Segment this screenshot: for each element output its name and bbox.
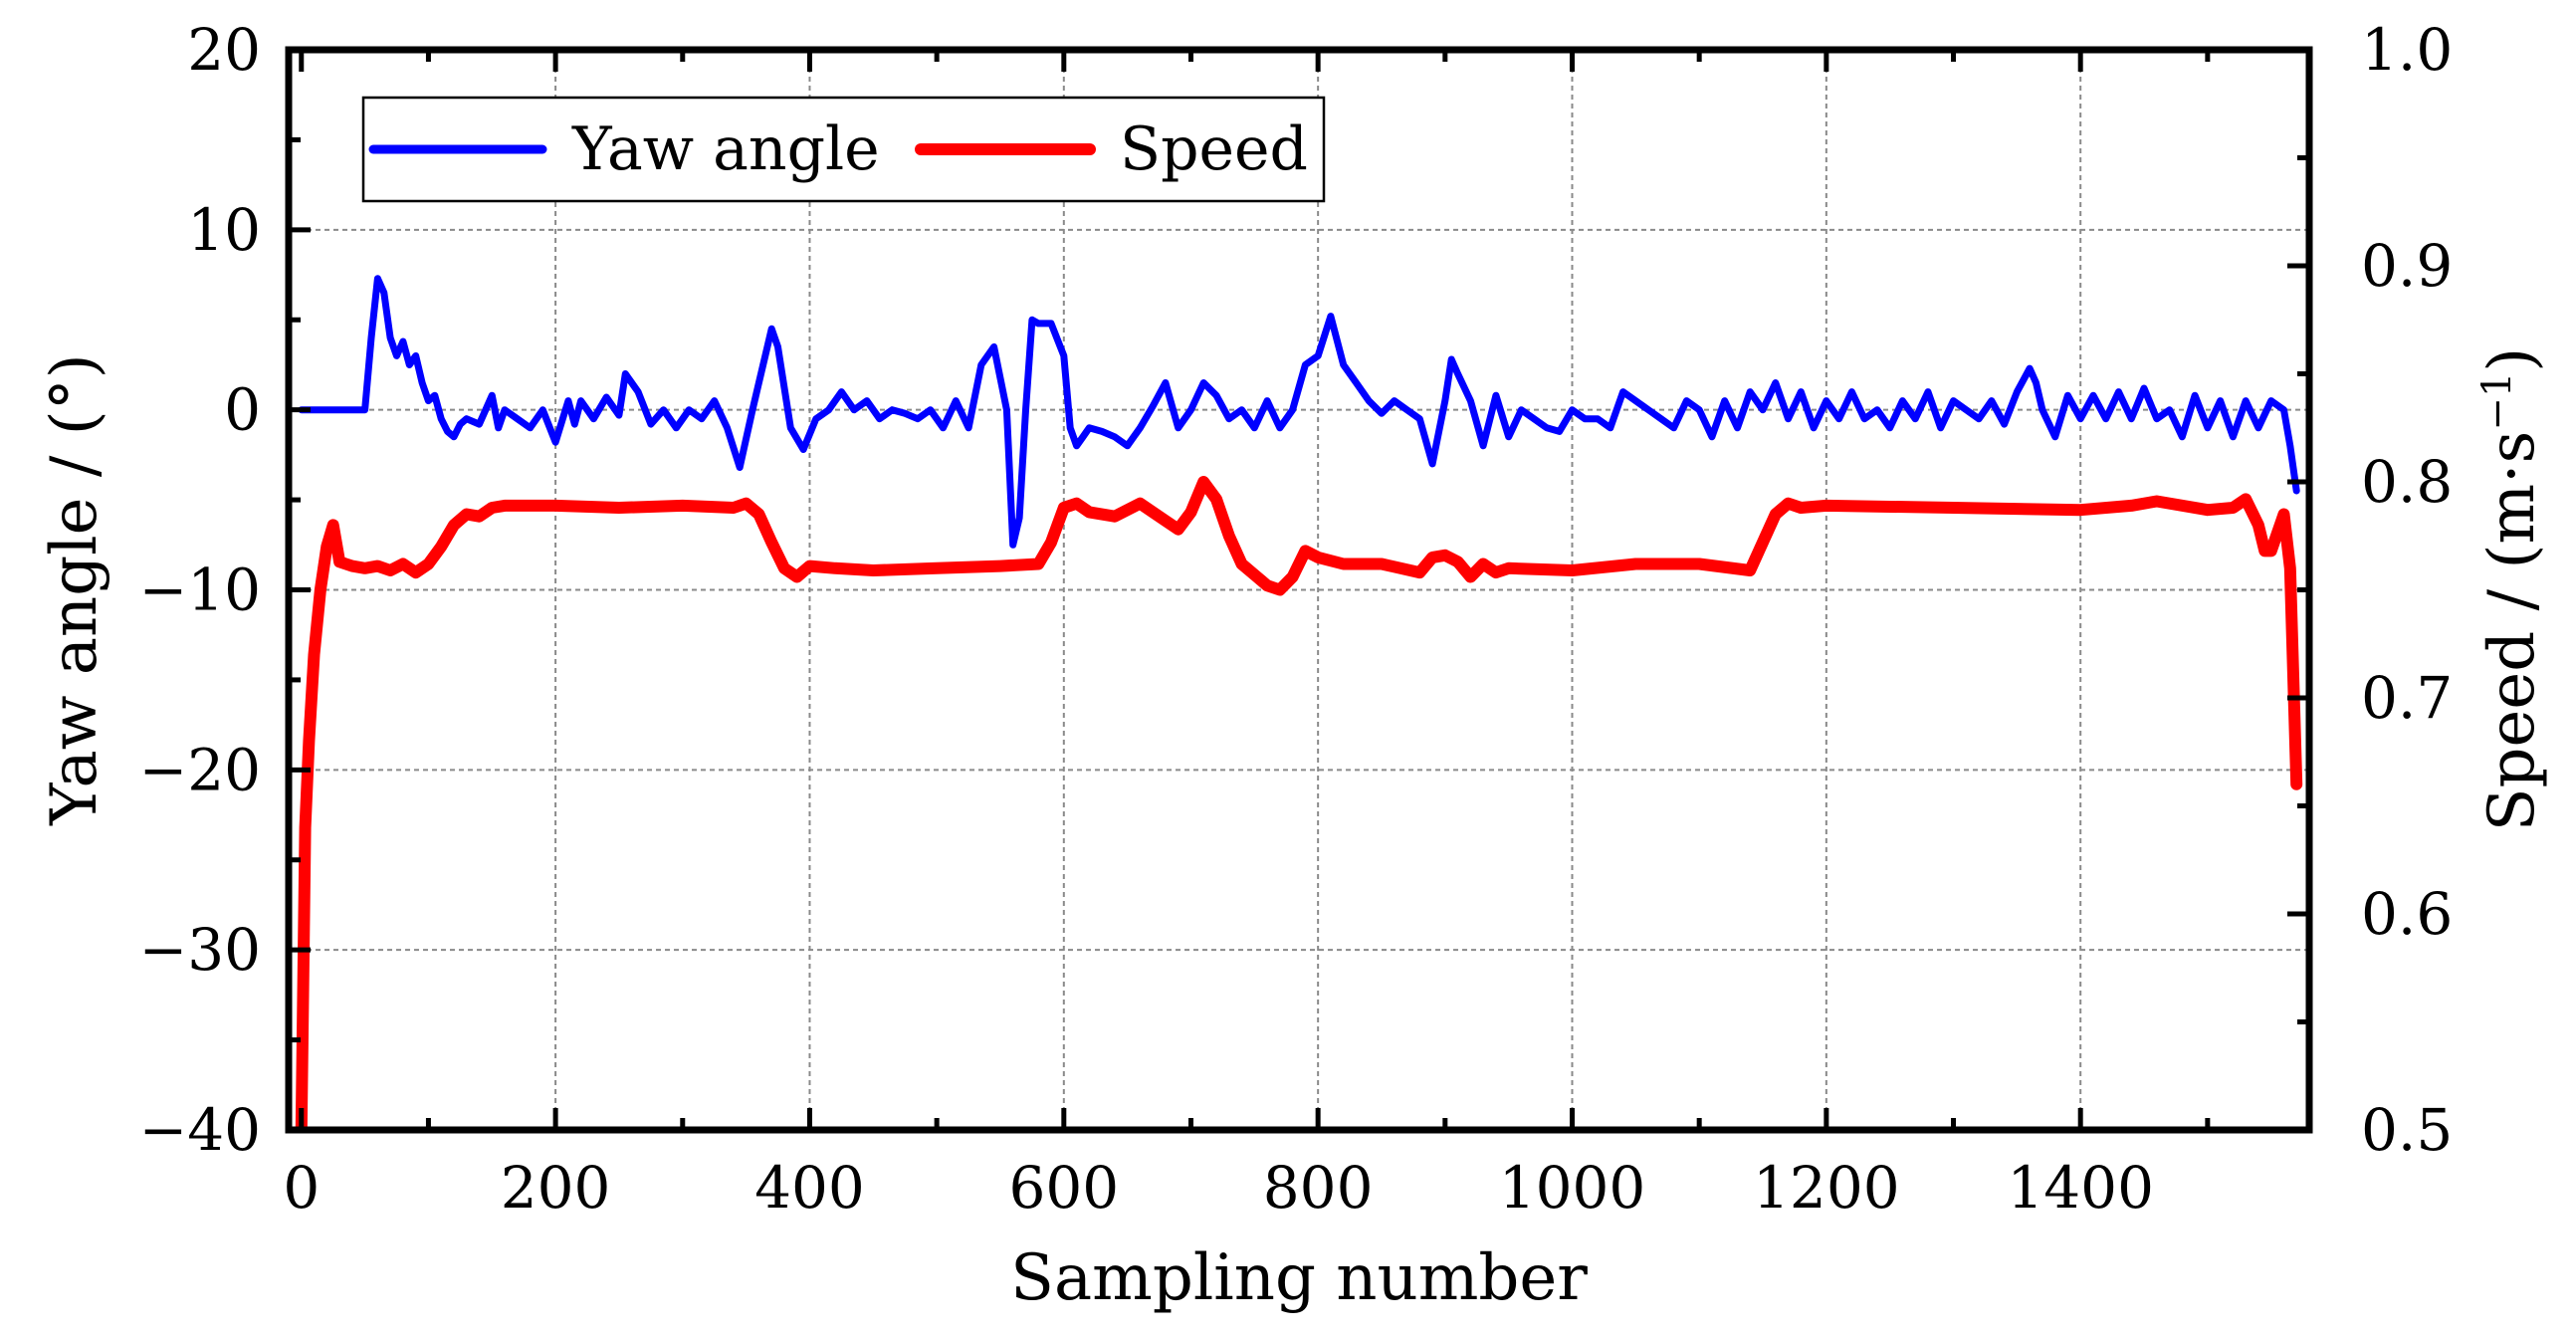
ticks (289, 47, 2309, 1133)
left-tick-label: −40 (139, 1096, 261, 1164)
right-tick-label: 0.6 (2361, 880, 2453, 948)
right-axis-title: Speed / (m·s−1) (2474, 347, 2549, 832)
right-tick-label: 1.0 (2361, 16, 2453, 84)
x-tick-label: 0 (283, 1154, 320, 1222)
right-axis-title-sup: −1 (2474, 372, 2520, 431)
x-axis-title: Sampling number (1010, 1241, 1588, 1315)
x-tick-label: 1000 (1499, 1154, 1646, 1222)
right-tick-label: 0.7 (2361, 664, 2453, 732)
right-tick-label: 0.5 (2361, 1096, 2453, 1164)
x-tick-label: 800 (1263, 1154, 1374, 1222)
right-tick-label: 0.8 (2361, 448, 2453, 516)
right-tick-label: 0.9 (2361, 232, 2453, 300)
x-tick-label: 1200 (1753, 1154, 1900, 1222)
x-tick-label: 1400 (2007, 1154, 2154, 1222)
left-tick-label: 10 (187, 196, 261, 264)
left-tick-label: 20 (187, 16, 261, 84)
legend-label-yaw: Yaw angle (571, 114, 880, 184)
left-tick-label: 0 (224, 376, 261, 444)
yaw-angle-line (298, 275, 2300, 549)
right-axis-title-main: Speed / (m·s (2475, 431, 2549, 832)
left-tick-label: −30 (139, 916, 261, 984)
legend-label-speed: Speed (1120, 114, 1308, 184)
grid (289, 50, 2309, 1130)
speed-line (295, 476, 2303, 1130)
series-lines (295, 275, 2303, 1130)
right-axis-title-close: ) (2475, 347, 2549, 372)
x-tick-label: 400 (754, 1154, 865, 1222)
left-axis-title: Yaw angle / (°) (38, 353, 111, 825)
x-tick-label: 600 (1008, 1154, 1119, 1222)
left-tick-label: −20 (139, 736, 261, 803)
tick-labels: 0 200 400 600 800 1000 1200 1400 20 10 0 −10 −20 −30 −… (139, 16, 2454, 1222)
left-tick-label: −10 (139, 557, 261, 624)
legend: Yaw angle Speed (361, 96, 1326, 203)
plot-frame (285, 46, 2313, 1134)
x-tick-label: 200 (501, 1154, 611, 1222)
